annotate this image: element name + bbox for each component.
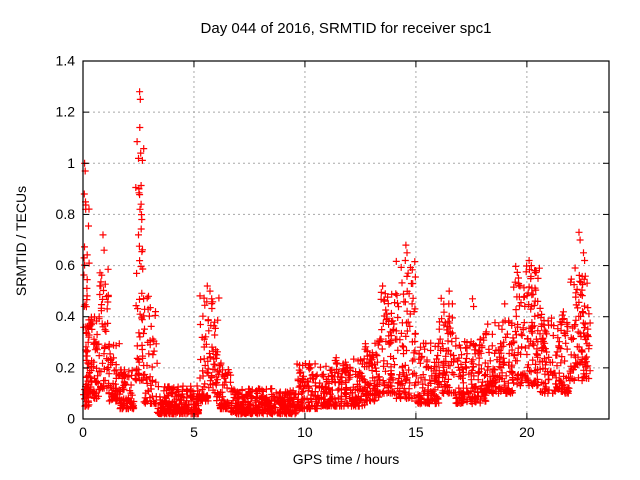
y-tick-label: 0.6 [56,257,76,273]
plot-border [82,60,610,420]
scatter-points-srmtid [80,88,594,418]
y-tick-label: 1.4 [56,53,76,69]
x-tick-label: 20 [519,424,535,440]
y-tick-label: 1.2 [56,104,76,120]
chart-title: Day 044 of 2016, SRMTID for receiver spc… [200,20,492,37]
y-tick-label: 0.8 [56,206,76,222]
y-tick-label: 0.4 [56,308,76,324]
y-axis-label: SRMTID / TECUs [13,185,29,297]
y-tick-label: 0.2 [56,359,76,375]
x-tick-label: 5 [190,424,198,440]
x-tick-label: 10 [297,424,313,440]
y-tick-label: 1 [67,155,75,171]
x-tick-label: 0 [79,424,87,440]
x-tick-label: 15 [408,424,424,440]
y-tick-label: 0 [67,411,75,427]
x-axis-label: GPS time / hours [292,451,400,467]
